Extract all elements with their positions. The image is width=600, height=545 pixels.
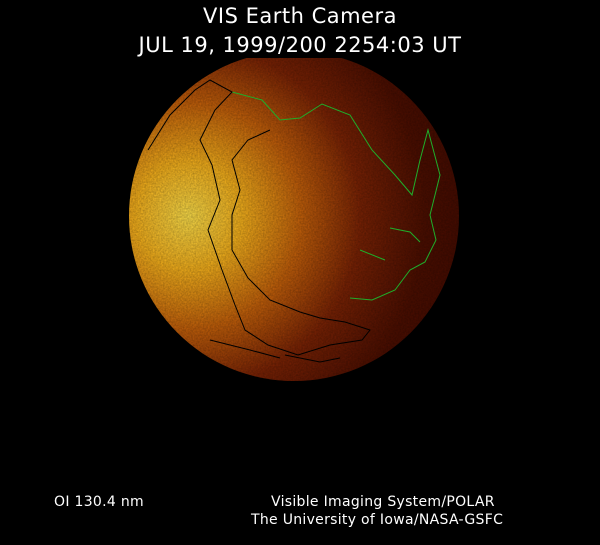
image-title: VIS Earth Camera	[203, 4, 397, 28]
dayside-coastline	[231, 91, 441, 301]
wavelength-label: OI 130.4 nm	[54, 494, 144, 510]
credit-line-2: The University of Iowa/NASA-GSFC	[251, 512, 504, 528]
credit-line-1: Visible Imaging System/POLAR	[271, 494, 495, 510]
nightside-coastline	[147, 79, 371, 363]
image-timestamp: JUL 19, 1999/200 2254:03 UT	[138, 33, 462, 57]
